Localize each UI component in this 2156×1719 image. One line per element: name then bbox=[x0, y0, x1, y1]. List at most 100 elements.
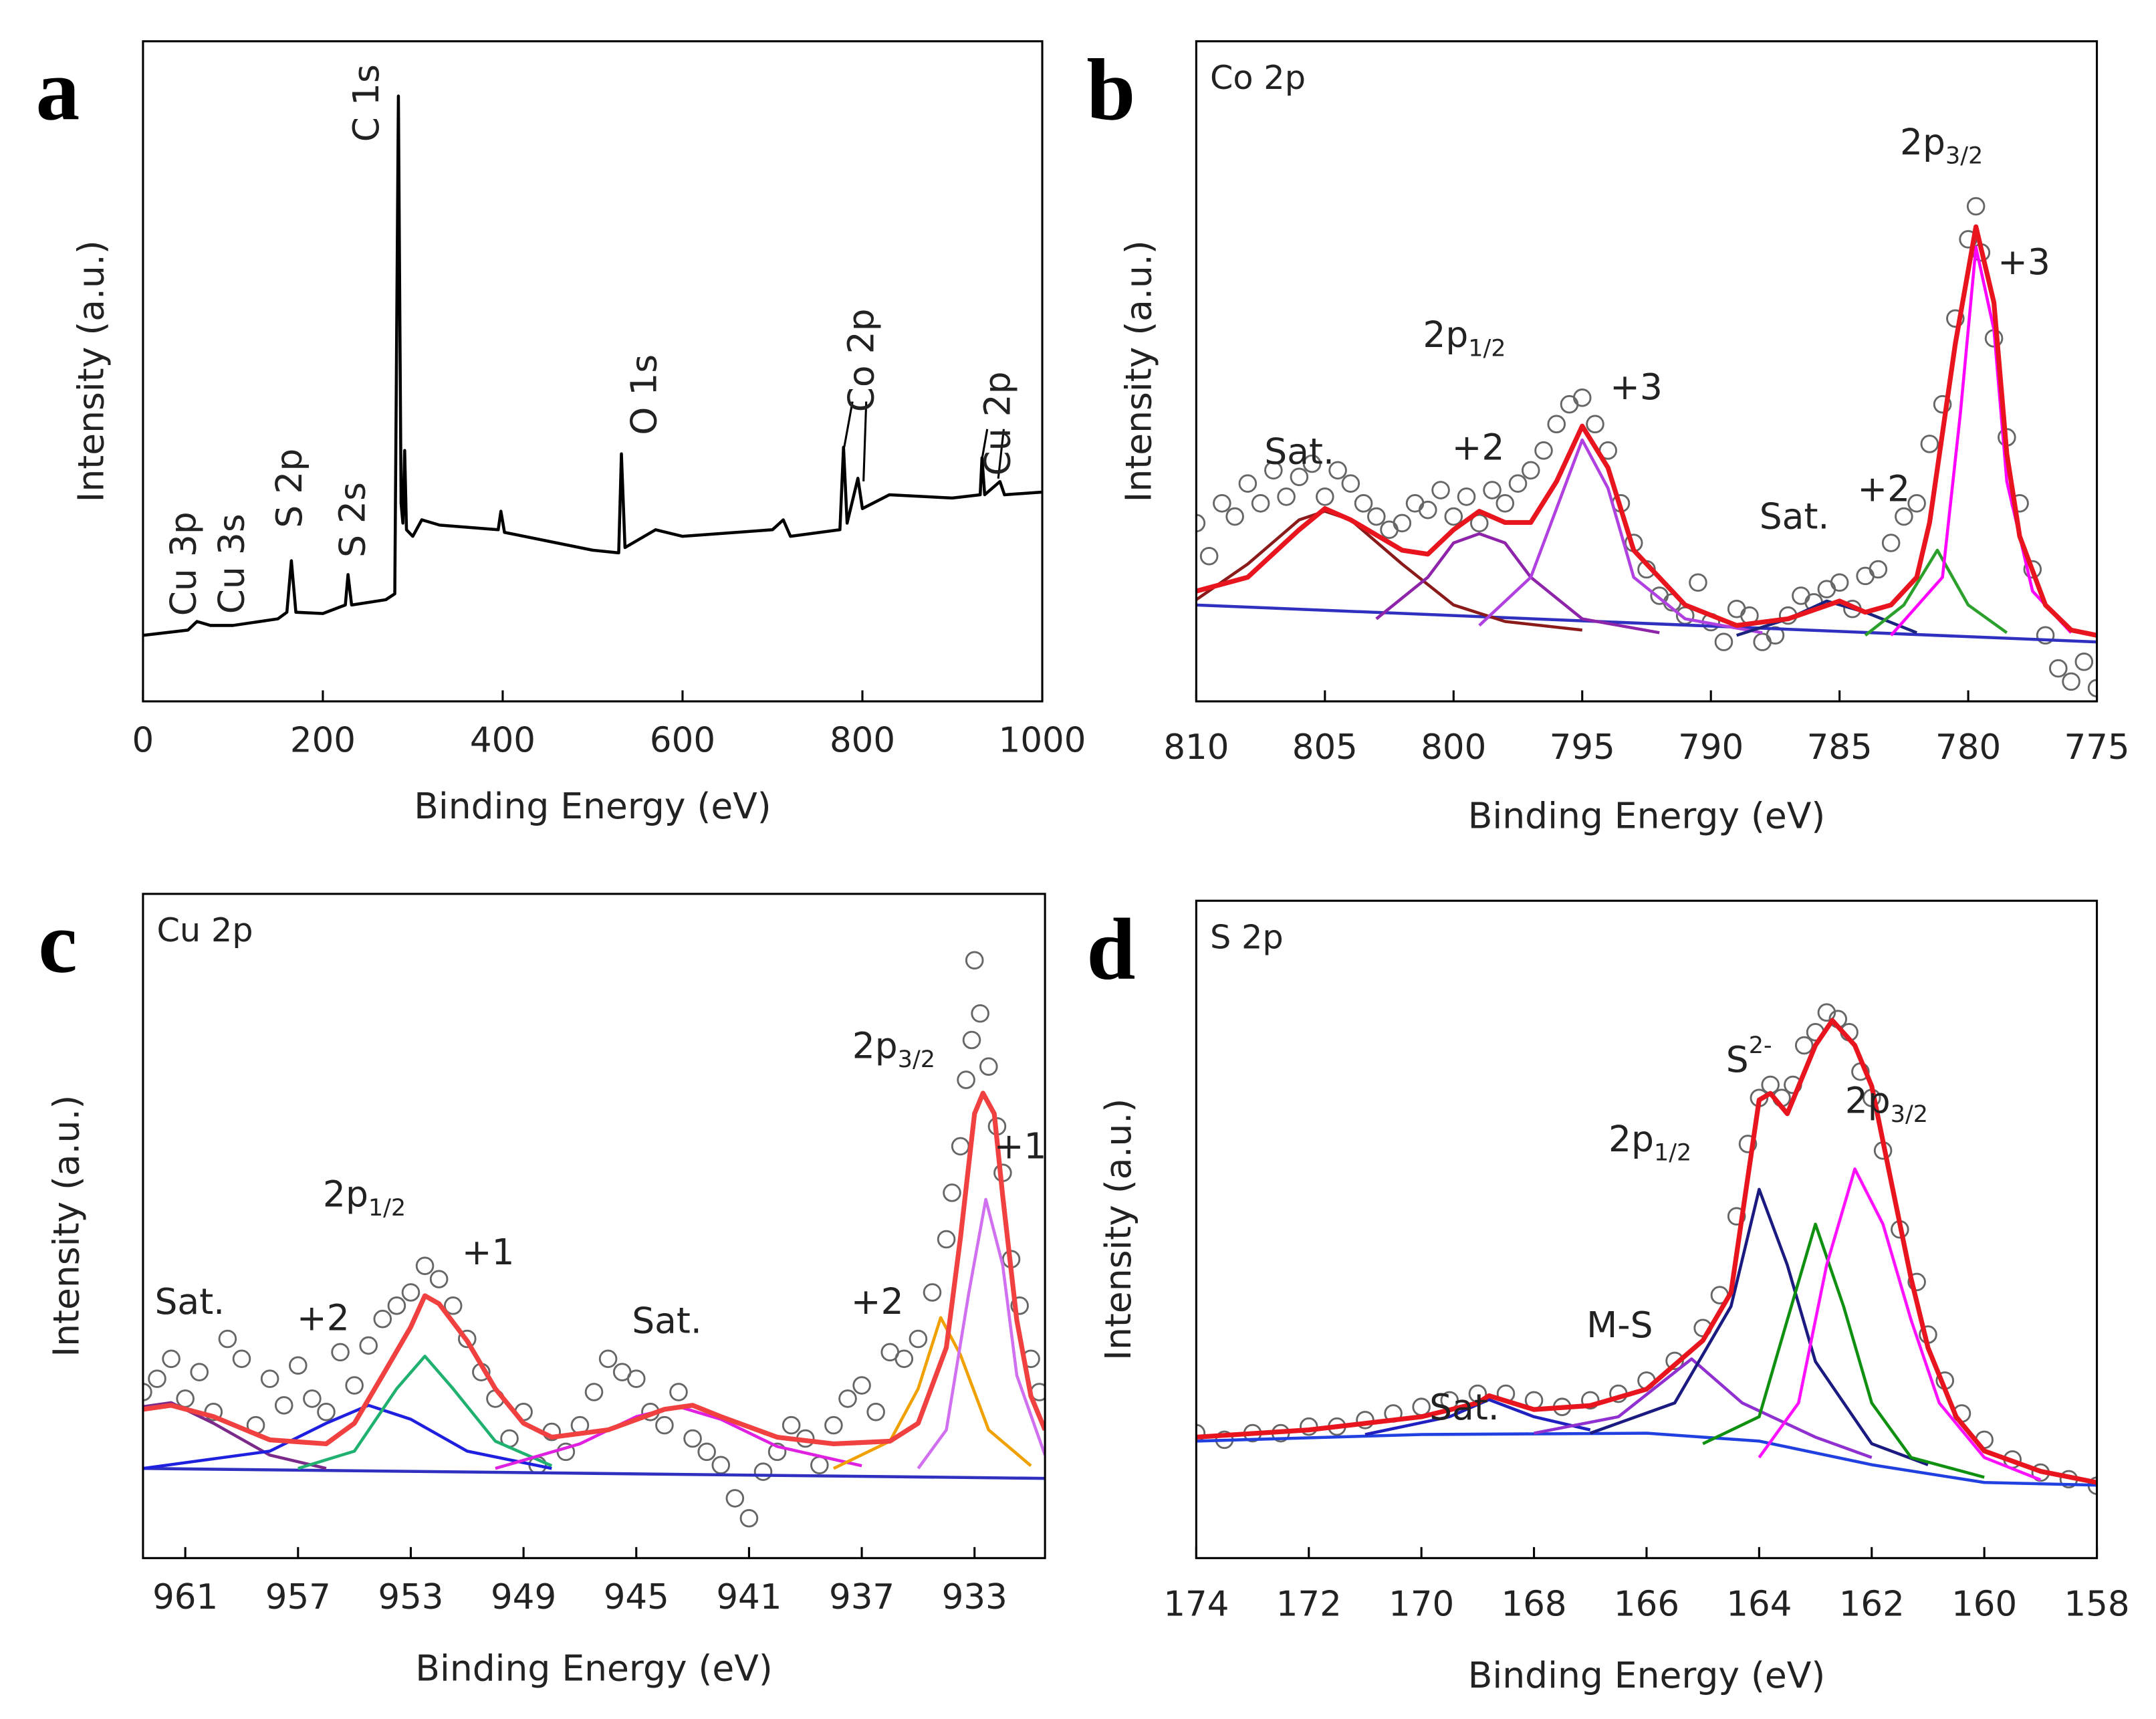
spectrum-line bbox=[917, 1197, 1046, 1470]
data-point bbox=[1895, 507, 1913, 526]
panel-title: Cu 2p bbox=[156, 911, 253, 949]
plot-area bbox=[142, 94, 1043, 637]
x-tick-label: 933 bbox=[942, 1577, 1007, 1617]
x-tick-label: 810 bbox=[1163, 727, 1229, 768]
annotation: +2 bbox=[1452, 426, 1505, 468]
spectrum-line bbox=[142, 1091, 1046, 1447]
data-point bbox=[1869, 560, 1888, 579]
spectrum-line bbox=[1702, 1222, 1985, 1479]
data-point bbox=[1354, 494, 1373, 513]
annotation-text: S bbox=[1726, 1038, 1749, 1080]
annotation-text: M-S bbox=[1586, 1303, 1653, 1345]
data-point bbox=[1738, 1135, 1758, 1153]
annotation-text: +2 bbox=[1857, 467, 1910, 509]
annotation-text: 2p bbox=[1845, 1079, 1891, 1121]
data-point bbox=[923, 1283, 942, 1302]
plot-area bbox=[1196, 197, 2097, 698]
annotation: 2p1/2 bbox=[1423, 314, 1506, 362]
y-axis-label: Intensity (a.u.) bbox=[1118, 240, 1160, 502]
data-point bbox=[1766, 626, 1785, 645]
x-tick-label: 800 bbox=[1421, 727, 1486, 768]
data-point bbox=[782, 1415, 801, 1435]
x-tick-label: 162 bbox=[1839, 1584, 1905, 1624]
data-point bbox=[584, 1383, 604, 1401]
data-point bbox=[824, 1415, 843, 1435]
annotation-subscript: 3/2 bbox=[1945, 142, 1983, 169]
plot-area bbox=[1196, 1003, 2097, 1495]
data-point bbox=[683, 1429, 702, 1448]
data-point bbox=[894, 1349, 914, 1369]
spectrum-line bbox=[1196, 603, 2097, 644]
data-point bbox=[401, 1283, 421, 1302]
plot-area bbox=[142, 951, 1046, 1528]
x-tick-label: 172 bbox=[1276, 1584, 1342, 1624]
spectrum-line bbox=[142, 1466, 1046, 1480]
data-point bbox=[1966, 197, 1986, 216]
data-point bbox=[345, 1376, 364, 1395]
annotation-subscript: 1/2 bbox=[1654, 1140, 1691, 1167]
x-tick-label: 158 bbox=[2064, 1584, 2129, 1624]
x-tick-label: 0 bbox=[132, 721, 154, 761]
x-tick-label: 785 bbox=[1807, 727, 1873, 768]
data-point bbox=[852, 1376, 871, 1395]
x-tick-label: 949 bbox=[491, 1577, 556, 1617]
data-point bbox=[1469, 513, 1489, 533]
spectrum-line bbox=[1864, 548, 2008, 637]
data-point bbox=[2062, 672, 2080, 691]
data-point bbox=[1907, 494, 1926, 513]
data-point bbox=[303, 1389, 322, 1408]
panel-letter: c bbox=[38, 895, 77, 992]
data-point bbox=[1794, 1036, 1814, 1055]
x-tick-label: 957 bbox=[265, 1577, 331, 1617]
annotation-superscript: 2- bbox=[1749, 1032, 1772, 1059]
x-axis-label: Binding Energy (eV) bbox=[415, 1647, 772, 1690]
data-point bbox=[1328, 461, 1347, 480]
spectrum-line bbox=[142, 1401, 327, 1470]
x-tick-label: 170 bbox=[1389, 1584, 1454, 1624]
annotation: O 1s bbox=[622, 354, 665, 435]
data-point bbox=[1727, 1207, 1746, 1226]
annotation-text: 2p bbox=[1608, 1118, 1654, 1160]
spectrum-line bbox=[1590, 1187, 1929, 1466]
annotation: +2 bbox=[297, 1296, 350, 1339]
data-point bbox=[1714, 633, 1733, 651]
data-point bbox=[1521, 461, 1540, 480]
annotation: 2p3/2 bbox=[852, 1024, 935, 1073]
data-point bbox=[957, 1070, 975, 1089]
data-point bbox=[1213, 494, 1231, 513]
x-axis-label: Binding Energy (eV) bbox=[414, 785, 771, 827]
plot-frame bbox=[142, 893, 1046, 1559]
annotation: +1 bbox=[462, 1230, 515, 1272]
annotation: +2 bbox=[1857, 467, 1910, 509]
annotation-subscript: 3/2 bbox=[898, 1046, 935, 1073]
data-point bbox=[1277, 487, 1296, 506]
annotation: +2 bbox=[851, 1280, 904, 1322]
x-tick-label: 941 bbox=[716, 1577, 782, 1617]
spectrum-line bbox=[1758, 1167, 2042, 1482]
data-point bbox=[1264, 461, 1283, 480]
spectrum-line bbox=[1478, 438, 1763, 635]
annotation-text: Sat. bbox=[154, 1280, 225, 1322]
annotation: Sat. bbox=[1760, 495, 1830, 537]
data-point bbox=[866, 1403, 885, 1421]
annotation-text: +2 bbox=[851, 1280, 904, 1322]
x-tick-label: 805 bbox=[1292, 727, 1358, 768]
data-point bbox=[1920, 435, 1939, 453]
y-axis-label: Intensity (a.u.) bbox=[70, 240, 112, 502]
spectrum-line bbox=[1735, 599, 1917, 637]
annotation-text: C 1s bbox=[345, 64, 387, 142]
data-point bbox=[965, 951, 984, 970]
panel-letter: a bbox=[35, 41, 80, 138]
annotation: Sat. bbox=[154, 1280, 225, 1322]
annotation-text: Co 2p bbox=[840, 308, 882, 412]
data-point bbox=[1534, 441, 1553, 460]
annotation: M-S bbox=[1586, 1303, 1653, 1345]
data-point bbox=[1817, 1003, 1836, 1022]
data-point bbox=[1196, 1423, 1206, 1443]
x-axis-label: Binding Energy (eV) bbox=[1468, 794, 1825, 836]
spectrum-line bbox=[1196, 224, 2097, 638]
data-point bbox=[1196, 513, 1206, 533]
annotation: +3 bbox=[1610, 366, 1663, 408]
data-point bbox=[2087, 679, 2097, 698]
